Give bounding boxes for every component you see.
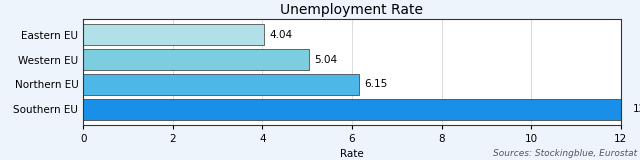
Bar — [83, 99, 627, 120]
Text: 5.04: 5.04 — [314, 55, 337, 64]
Text: 4.04: 4.04 — [269, 30, 292, 40]
X-axis label: Rate: Rate — [340, 149, 364, 159]
Text: Sources: Stockingblue, Eurostat: Sources: Stockingblue, Eurostat — [493, 149, 637, 158]
Bar — [83, 49, 309, 70]
Text: 12.14: 12.14 — [632, 104, 640, 114]
Title: Unemployment Rate: Unemployment Rate — [280, 3, 424, 17]
Bar — [83, 24, 264, 45]
Text: 6.15: 6.15 — [364, 80, 387, 89]
Bar — [83, 74, 358, 95]
